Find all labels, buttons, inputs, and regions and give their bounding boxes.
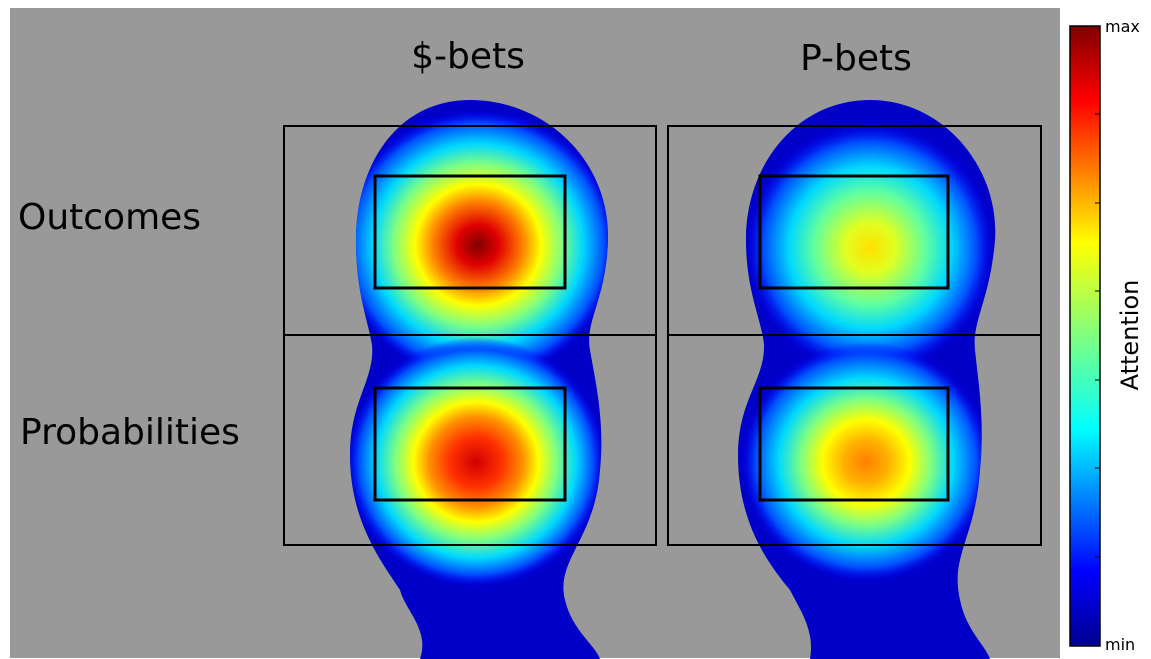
row-label: Outcomes (18, 197, 201, 238)
column-title: $-bets (411, 36, 525, 77)
boxes (283, 125, 1042, 546)
inner-box (373, 386, 567, 502)
row-label: Probabilities (20, 412, 240, 453)
heat-spot (745, 123, 995, 373)
colorbar-min: min (1105, 635, 1135, 654)
colorbar-max: max (1105, 17, 1140, 36)
heat-spot (350, 337, 606, 587)
colorbar-label: Attention (1116, 280, 1144, 391)
inner-box (373, 174, 567, 290)
inner-box (758, 386, 950, 502)
colorbar (1069, 25, 1101, 647)
column-title: P-bets (800, 38, 912, 79)
inner-boxes (373, 174, 950, 502)
heat-spot (741, 342, 991, 582)
inner-box (758, 174, 950, 290)
colorbar-ticks (1095, 113, 1100, 558)
heatmap-right (738, 100, 996, 659)
